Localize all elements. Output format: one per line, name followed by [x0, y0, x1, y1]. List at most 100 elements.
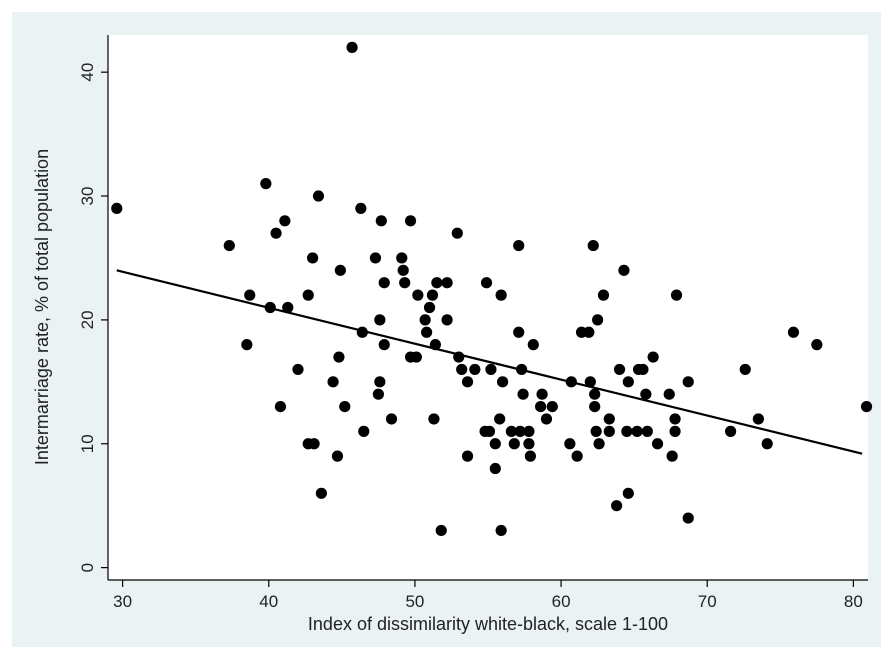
data-point	[682, 512, 694, 524]
y-tick-label: 40	[78, 63, 97, 82]
data-point	[571, 450, 583, 462]
data-point	[404, 215, 417, 227]
data-point	[535, 400, 547, 413]
data-point	[540, 413, 553, 425]
data-point	[513, 326, 525, 338]
data-point	[523, 438, 535, 450]
data-point	[461, 376, 474, 388]
data-point	[622, 376, 634, 388]
data-point	[355, 202, 367, 215]
data-point	[223, 239, 235, 252]
data-point	[513, 239, 525, 252]
y-axis-label: Intermarriage rate, % of total populatio…	[32, 149, 52, 465]
data-point	[682, 376, 694, 388]
data-point	[331, 450, 344, 462]
data-point	[369, 252, 382, 264]
data-point	[480, 277, 493, 289]
data-point	[669, 425, 681, 437]
data-point	[494, 413, 506, 425]
data-point	[637, 363, 649, 376]
data-point	[860, 400, 873, 413]
data-point	[334, 264, 346, 276]
data-point	[264, 301, 276, 314]
data-point	[410, 351, 422, 363]
data-point	[441, 314, 453, 326]
y-tick-label: 20	[78, 310, 97, 329]
data-point	[524, 450, 536, 462]
data-point	[346, 41, 358, 53]
data-point	[426, 289, 439, 301]
data-point	[375, 215, 387, 227]
data-point	[356, 326, 368, 338]
data-point	[374, 376, 386, 388]
data-point	[374, 314, 386, 326]
data-point	[564, 438, 576, 450]
data-point	[461, 450, 474, 462]
data-point	[399, 277, 411, 289]
data-point	[640, 388, 652, 400]
x-tick-label: 80	[844, 592, 863, 611]
data-point	[378, 339, 390, 351]
data-point	[302, 289, 314, 301]
data-point	[514, 425, 526, 437]
data-point	[613, 363, 626, 376]
data-point	[517, 388, 529, 400]
data-point	[453, 351, 465, 363]
data-point	[666, 450, 678, 462]
data-point	[611, 500, 623, 512]
data-point	[622, 487, 634, 499]
data-point	[663, 388, 675, 400]
data-point	[589, 388, 601, 400]
data-point	[431, 277, 443, 289]
y-ticks: 0 10 20 30 40	[78, 63, 108, 572]
data-point	[241, 339, 253, 351]
data-point	[761, 438, 773, 450]
data-point	[441, 277, 453, 289]
data-point	[419, 314, 431, 326]
data-point	[811, 339, 823, 351]
points-layer	[111, 41, 873, 537]
data-point	[787, 326, 800, 338]
axes-layer	[107, 35, 868, 581]
data-point	[428, 413, 440, 425]
x-tick-label: 50	[405, 592, 424, 611]
data-point	[485, 363, 497, 376]
x-tick-label: 40	[259, 592, 278, 611]
data-point	[670, 289, 683, 301]
data-point	[307, 252, 319, 264]
data-point	[244, 289, 256, 301]
data-point	[536, 388, 548, 400]
data-point	[603, 413, 615, 425]
data-point	[451, 227, 463, 239]
fit-line	[116, 269, 863, 455]
data-point	[489, 462, 501, 475]
data-point	[597, 289, 610, 301]
chart-panel: 30 40 50 60 70 80 0 10 20 30 40 Index of dissimil…	[12, 12, 881, 647]
x-axis-label: Index of dissimilarity white-black, scal…	[308, 614, 668, 634]
data-point	[505, 425, 517, 437]
data-point	[397, 264, 409, 276]
data-point	[412, 289, 424, 301]
data-point	[592, 314, 604, 326]
data-point	[396, 252, 408, 264]
data-point	[270, 227, 282, 239]
data-point	[279, 215, 291, 227]
y-tick-label: 30	[78, 187, 97, 206]
x-tick-label: 60	[552, 592, 571, 611]
data-point	[282, 301, 294, 314]
x-tick-label: 30	[113, 592, 132, 611]
data-point	[565, 376, 577, 388]
data-point	[423, 301, 436, 314]
fit-line-layer	[116, 269, 863, 455]
data-point	[339, 400, 351, 413]
data-point	[739, 363, 751, 376]
data-point	[587, 239, 599, 252]
data-point	[516, 363, 528, 376]
data-point	[546, 400, 558, 413]
data-point	[327, 376, 339, 388]
data-point	[725, 425, 737, 437]
data-point	[647, 351, 659, 363]
x-ticks: 30 40 50 60 70 80	[113, 580, 863, 611]
data-point	[495, 524, 507, 537]
data-point	[523, 425, 535, 437]
